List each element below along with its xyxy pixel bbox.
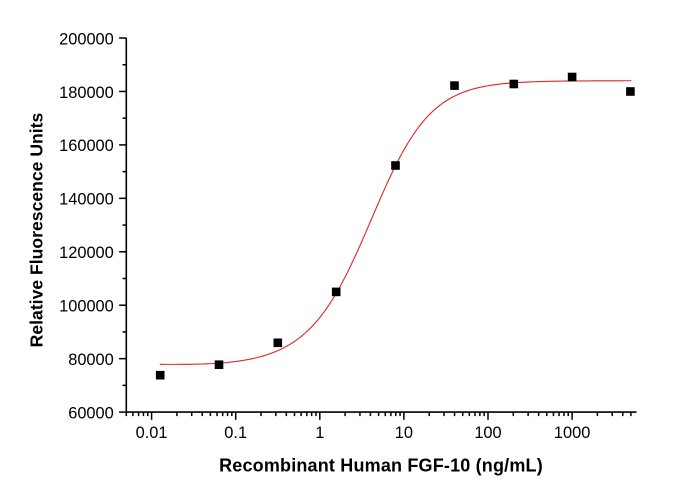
svg-text:Recombinant Human FGF-10 (ng/m: Recombinant Human FGF-10 (ng/mL): [219, 456, 543, 476]
svg-text:100: 100: [474, 424, 501, 442]
svg-text:140000: 140000: [59, 191, 114, 209]
svg-text:Relative Fluorescence Units: Relative Fluorescence Units: [27, 112, 47, 347]
svg-text:180000: 180000: [59, 84, 114, 102]
svg-text:160000: 160000: [59, 137, 114, 155]
svg-text:100000: 100000: [59, 298, 114, 316]
svg-text:120000: 120000: [59, 244, 114, 262]
svg-text:1000: 1000: [554, 424, 590, 442]
svg-text:200000: 200000: [59, 30, 114, 48]
svg-text:60000: 60000: [68, 404, 114, 422]
svg-text:80000: 80000: [68, 351, 114, 369]
svg-text:0.01: 0.01: [136, 424, 168, 442]
svg-text:0.1: 0.1: [224, 424, 247, 442]
svg-text:10: 10: [395, 424, 413, 442]
svg-text:1: 1: [315, 424, 324, 442]
